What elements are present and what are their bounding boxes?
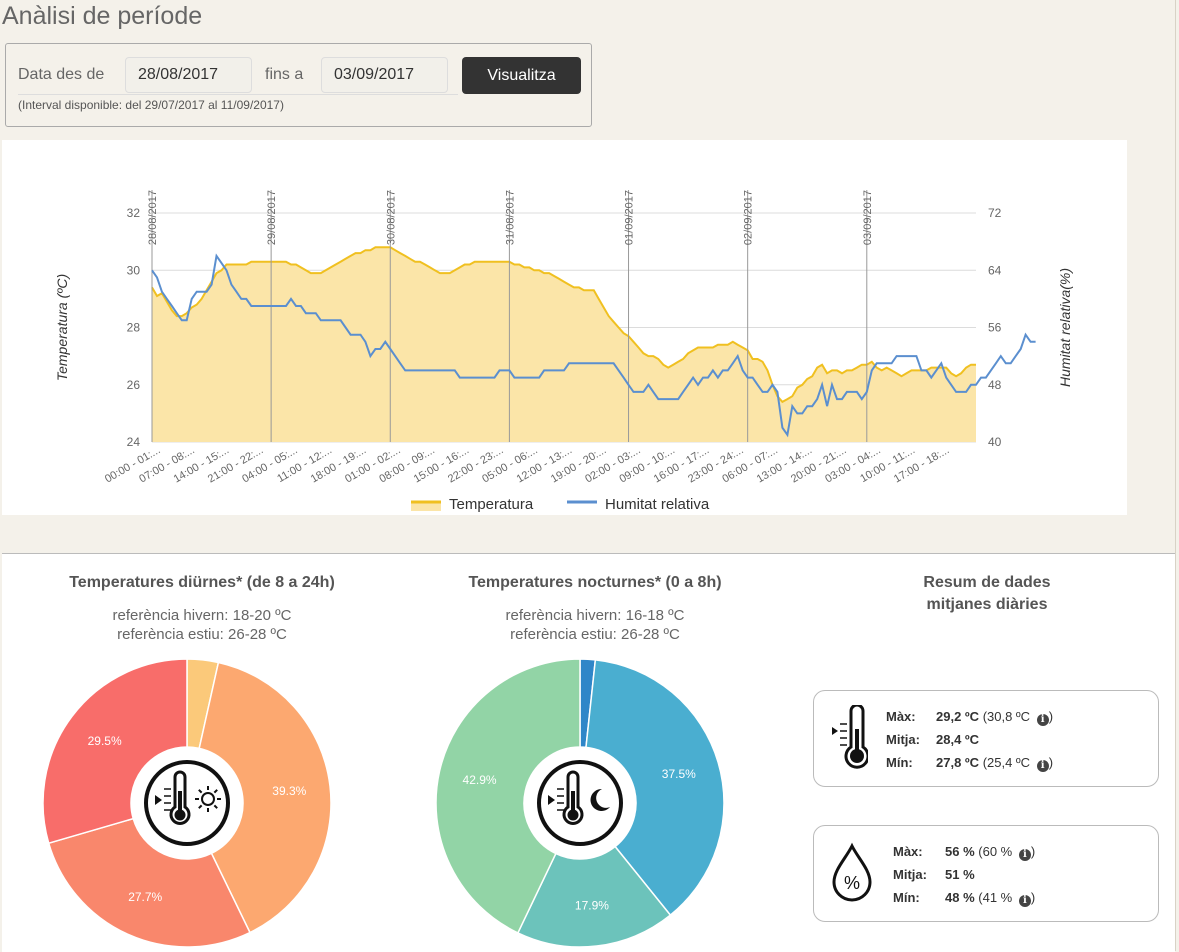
date-filter-panel: Data des de fins a Visualitza (Interval … xyxy=(5,43,592,127)
humidity-min-row: Mín: 48 % (41 % i) xyxy=(893,890,1036,907)
interval-note: (Interval disponible: del 29/07/2017 al … xyxy=(18,98,284,112)
visualize-button[interactable]: Visualitza xyxy=(462,57,581,94)
summary-title-line2: mitjanes diàries xyxy=(926,596,1048,613)
y2-tick-label: 72 xyxy=(988,206,1002,220)
thermometer-moon-icon xyxy=(537,760,623,846)
day-pie-subtitle-winter: referència hivern: 18-20 ºC xyxy=(112,607,292,624)
day-temperature-donut: 39.3% 27.7% 29.5% xyxy=(42,658,332,948)
day-marker-label: 01/09/2017 xyxy=(624,190,636,245)
night-temperature-donut: 37.5% 17.9% 42.9% xyxy=(435,658,725,948)
day-marker-label: 28/08/2017 xyxy=(147,190,159,245)
to-date-label: fins a xyxy=(265,66,304,83)
y-tick-label: 32 xyxy=(127,206,141,220)
humidity-drop-icon: % xyxy=(832,842,872,902)
filter-divider xyxy=(18,94,458,95)
summary-panel: Temperatures diürnes* (de 8 a 24h) refer… xyxy=(2,553,1175,952)
temperature-summary-box: Màx: 29,2 ºC (30,8 ºC i) Mitja: 28,4 ºC Mí… xyxy=(813,690,1159,787)
line-chart-panel: 28/08/2017 29/08/2017 30/08/2017 31/08/2017… xyxy=(2,140,1127,515)
thermometer-icon xyxy=(832,705,868,769)
day-marker-label: 29/08/2017 xyxy=(266,190,278,245)
legend-humidity-label: Humitat relativa xyxy=(605,496,710,513)
pie-slice-label: 42.9% xyxy=(463,773,497,787)
pie-slice-label: 37.5% xyxy=(662,767,696,781)
y2-tick-label: 40 xyxy=(988,435,1002,449)
y2-tick-label: 48 xyxy=(988,378,1002,392)
info-icon[interactable]: i xyxy=(1018,895,1031,907)
info-icon[interactable]: i xyxy=(1018,849,1031,861)
y-tick-label: 30 xyxy=(127,263,141,277)
legend-temperature-swatch xyxy=(411,501,441,511)
summary-title-line1: Resum de dades xyxy=(923,574,1051,591)
temp-max-row: Màx: 29,2 ºC (30,8 ºC i) xyxy=(886,709,1054,726)
pie-slice-label: 29.5% xyxy=(88,734,122,748)
temp-min-row: Mín: 27,8 ºC (25,4 ºC i) xyxy=(886,755,1054,772)
info-icon[interactable]: i xyxy=(1036,760,1049,772)
y2-axis-title: Humitat relativa(%) xyxy=(1057,268,1073,387)
pie-slice-label: 39.3% xyxy=(272,784,306,798)
temperature-area xyxy=(152,247,976,442)
temp-avg-row: Mitja: 28,4 ºC xyxy=(886,732,980,747)
svg-text:%: % xyxy=(844,873,860,893)
night-pie-subtitle-summer: referència estiu: 26-28 ºC xyxy=(510,626,680,643)
day-marker-label: 31/08/2017 xyxy=(504,190,516,245)
y-tick-label: 26 xyxy=(127,378,141,392)
y-tick-label: 28 xyxy=(127,321,141,335)
thermometer-sun-icon xyxy=(144,760,230,846)
temperature-humidity-chart: 28/08/2017 29/08/2017 30/08/2017 31/08/2017… xyxy=(54,190,1073,513)
page-title: Anàlisi de període xyxy=(2,2,203,30)
night-pie-title: Temperatures nocturnes* (0 a 8h) xyxy=(468,574,722,591)
day-pie-title: Temperatures diürnes* (de 8 a 24h) xyxy=(69,574,335,591)
humidity-summary-box: % Màx: 56 % (60 % i) Mitja: 51 % Mín: 48 % … xyxy=(813,825,1159,922)
temperature-line xyxy=(151,246,976,404)
y2-tick-label: 56 xyxy=(988,321,1002,335)
day-marker-label: 03/09/2017 xyxy=(862,190,874,245)
pie-slice-label: 27.7% xyxy=(128,890,162,904)
info-icon[interactable]: i xyxy=(1036,714,1049,726)
night-pie-subtitle-winter: referència hivern: 16-18 ºC xyxy=(505,607,685,624)
pie-slice-label: 17.9% xyxy=(575,898,609,912)
legend-temperature-label: Temperatura xyxy=(449,496,534,513)
day-pie-subtitle-summer: referència estiu: 26-28 ºC xyxy=(117,626,287,643)
from-date-input[interactable] xyxy=(125,57,252,93)
day-marker-label: 02/09/2017 xyxy=(743,190,755,245)
to-date-input[interactable] xyxy=(321,57,448,93)
humidity-avg-row: Mitja: 51 % xyxy=(893,867,975,882)
day-marker-label: 30/08/2017 xyxy=(385,190,397,245)
from-date-label: Data des de xyxy=(18,66,105,83)
humidity-max-row: Màx: 56 % (60 % i) xyxy=(893,844,1036,861)
right-border-rule xyxy=(1175,0,1176,951)
pie-slice xyxy=(47,817,251,948)
y-tick-label: 24 xyxy=(127,435,141,449)
y2-tick-label: 64 xyxy=(988,263,1002,277)
y-axis-title: Temperatura (ºC) xyxy=(54,274,70,381)
humidity-line xyxy=(151,253,1036,438)
